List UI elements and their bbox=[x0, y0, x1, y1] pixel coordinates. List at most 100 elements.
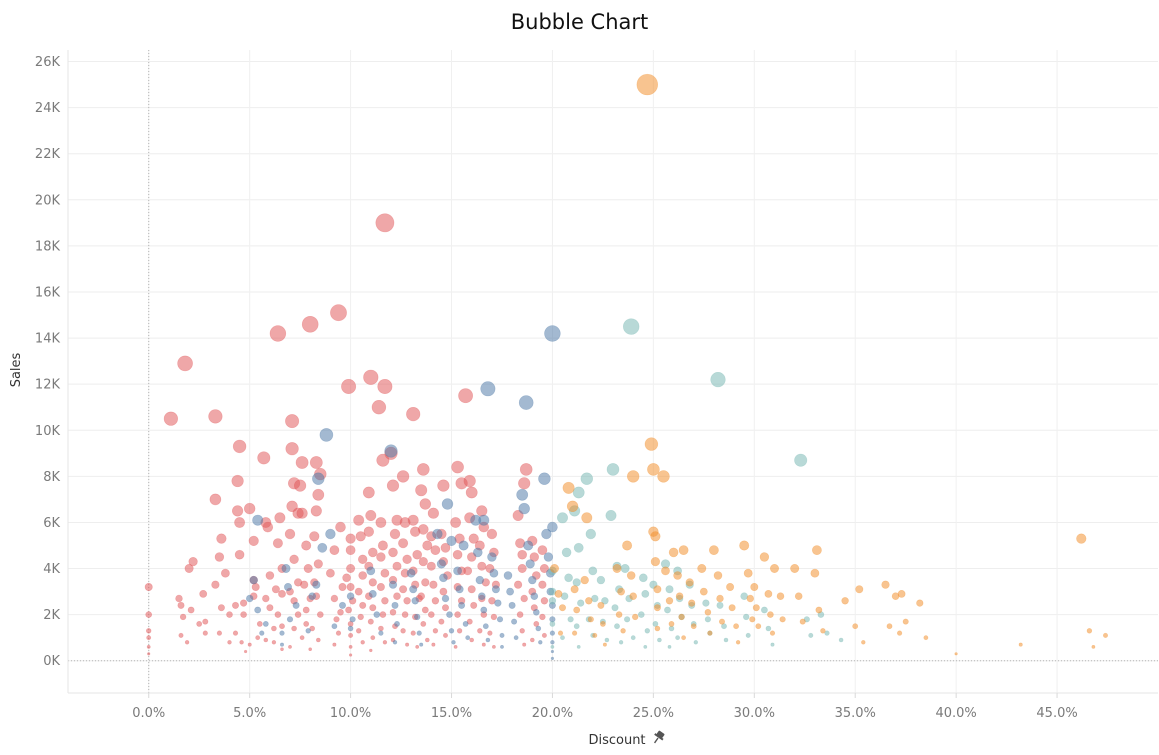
bubble-point[interactable] bbox=[644, 437, 659, 451]
bubble-point[interactable] bbox=[421, 578, 430, 587]
bubble-point[interactable] bbox=[417, 524, 429, 535]
bubble-point[interactable] bbox=[312, 580, 321, 589]
bubble-point[interactable] bbox=[378, 625, 384, 632]
bubble-point[interactable] bbox=[381, 597, 389, 605]
bubble-point[interactable] bbox=[544, 325, 561, 342]
bubble-point[interactable] bbox=[147, 652, 151, 656]
bubble-point[interactable] bbox=[421, 606, 429, 614]
bubble-point[interactable] bbox=[232, 505, 244, 517]
bubble-point[interactable] bbox=[485, 637, 491, 643]
bubble-point[interactable] bbox=[419, 498, 431, 510]
bubble-point[interactable] bbox=[467, 552, 477, 562]
bubble-point[interactable] bbox=[367, 618, 374, 625]
bubble-point[interactable] bbox=[309, 531, 320, 542]
bubble-point[interactable] bbox=[529, 637, 535, 643]
bubble-point[interactable] bbox=[389, 528, 401, 540]
bubble-point[interactable] bbox=[359, 601, 367, 609]
bubble-point[interactable] bbox=[384, 444, 398, 458]
bubble-point[interactable] bbox=[522, 642, 527, 647]
bubble-point[interactable] bbox=[396, 470, 410, 483]
bubble-point[interactable] bbox=[281, 563, 291, 573]
bubble-point[interactable] bbox=[353, 514, 365, 526]
bubble-point[interactable] bbox=[523, 540, 534, 551]
bubble-point[interactable] bbox=[636, 73, 658, 96]
bubble-point[interactable] bbox=[312, 472, 325, 485]
bubble-point[interactable] bbox=[271, 640, 277, 645]
bubble-point[interactable] bbox=[377, 540, 388, 551]
bubble-point[interactable] bbox=[452, 549, 463, 560]
bubble-point[interactable] bbox=[285, 414, 300, 429]
bubble-point[interactable] bbox=[488, 597, 496, 605]
bubble-point[interactable] bbox=[239, 640, 244, 645]
bubble-point[interactable] bbox=[572, 486, 585, 499]
bubble-point[interactable] bbox=[313, 559, 323, 569]
bubble-point[interactable] bbox=[702, 599, 710, 607]
bubble-point[interactable] bbox=[368, 578, 377, 587]
bubble-point[interactable] bbox=[406, 568, 416, 578]
bubble-point[interactable] bbox=[923, 635, 929, 641]
bubble-point[interactable] bbox=[188, 556, 198, 567]
bubble-point[interactable] bbox=[465, 635, 471, 641]
bubble-point[interactable] bbox=[232, 601, 240, 609]
bubble-point[interactable] bbox=[557, 630, 564, 636]
bubble-point[interactable] bbox=[345, 533, 356, 544]
bubble-point[interactable] bbox=[767, 611, 774, 618]
bubble-point[interactable] bbox=[426, 561, 436, 571]
bubble-point[interactable] bbox=[458, 388, 473, 404]
bubble-point[interactable] bbox=[665, 585, 674, 594]
bubble-point[interactable] bbox=[761, 606, 768, 614]
bubble-point[interactable] bbox=[709, 545, 719, 555]
bubble-point[interactable] bbox=[755, 623, 762, 630]
bubble-point[interactable] bbox=[675, 592, 684, 601]
bubble-point[interactable] bbox=[144, 582, 153, 591]
bubble-point[interactable] bbox=[463, 474, 476, 488]
bubble-point[interactable] bbox=[543, 552, 554, 562]
bubble-point[interactable] bbox=[332, 642, 337, 647]
bubble-point[interactable] bbox=[512, 509, 524, 521]
bubble-point[interactable] bbox=[629, 592, 638, 601]
bubble-point[interactable] bbox=[269, 325, 287, 342]
bubble-point[interactable] bbox=[769, 630, 776, 636]
bubble-point[interactable] bbox=[597, 601, 605, 609]
bubble-point[interactable] bbox=[673, 571, 682, 580]
bubble-point[interactable] bbox=[678, 545, 689, 555]
bubble-point[interactable] bbox=[348, 645, 353, 649]
bubble-point[interactable] bbox=[272, 538, 283, 549]
bubble-point[interactable] bbox=[668, 547, 679, 558]
bubble-point[interactable] bbox=[259, 630, 265, 636]
bubble-point[interactable] bbox=[486, 528, 498, 540]
bubble-point[interactable] bbox=[490, 613, 498, 621]
bubble-point[interactable] bbox=[346, 592, 355, 601]
bubble-point[interactable] bbox=[216, 630, 222, 636]
bubble-point[interactable] bbox=[375, 213, 395, 233]
bubble-point[interactable] bbox=[337, 608, 344, 616]
bubble-point[interactable] bbox=[386, 479, 400, 492]
bubble-point[interactable] bbox=[897, 590, 906, 598]
bubble-point[interactable] bbox=[347, 625, 354, 632]
bubble-point[interactable] bbox=[535, 625, 542, 632]
bubble-point[interactable] bbox=[667, 645, 672, 649]
bubble-point[interactable] bbox=[405, 642, 410, 647]
bubble-point[interactable] bbox=[227, 640, 232, 645]
bubble-point[interactable] bbox=[380, 568, 390, 578]
bubble-point[interactable] bbox=[417, 592, 426, 601]
bubble-point[interactable] bbox=[279, 623, 285, 630]
bubble-point[interactable] bbox=[794, 592, 803, 601]
bubble-point[interactable] bbox=[477, 592, 486, 601]
bubble-point[interactable] bbox=[538, 472, 551, 485]
bubble-point[interactable] bbox=[500, 645, 504, 649]
bubble-point[interactable] bbox=[665, 597, 674, 605]
bubble-point[interactable] bbox=[316, 611, 324, 618]
bubble-point[interactable] bbox=[363, 526, 374, 537]
bubble-point[interactable] bbox=[349, 616, 356, 623]
bubble-point[interactable] bbox=[202, 618, 209, 625]
bubble-point[interactable] bbox=[954, 652, 958, 656]
bubble-point[interactable] bbox=[415, 484, 428, 497]
bubble-point[interactable] bbox=[175, 594, 183, 603]
bubble-point[interactable] bbox=[303, 621, 310, 627]
bubble-point[interactable] bbox=[429, 580, 438, 589]
bubble-point[interactable] bbox=[820, 628, 826, 634]
bubble-point[interactable] bbox=[513, 580, 523, 589]
bubble-point[interactable] bbox=[476, 505, 488, 517]
bubble-point[interactable] bbox=[329, 545, 340, 555]
